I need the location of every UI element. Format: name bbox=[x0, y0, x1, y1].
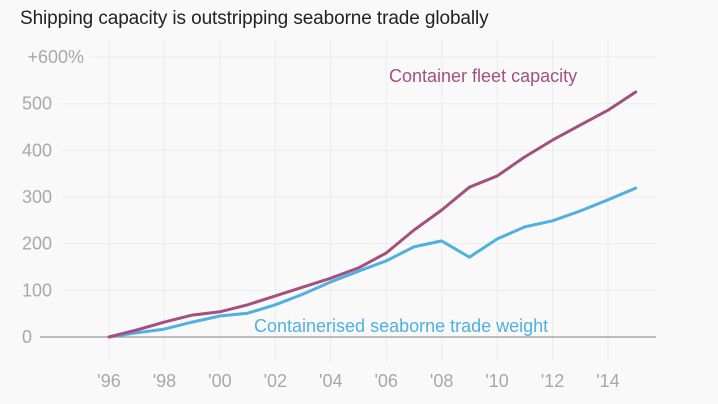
series-line-containerised-trade-weight bbox=[107, 186, 638, 339]
x-axis-ticks: '96 '98 '00 '02 '04 '06 '08 '10 '12 '14 bbox=[97, 371, 619, 391]
y-tick-label: +600% bbox=[27, 47, 84, 67]
y-tick-label: 0 bbox=[22, 327, 32, 347]
y-tick-label: 500 bbox=[22, 94, 52, 114]
x-tick-label: '14 bbox=[596, 371, 619, 391]
y-tick-label: 200 bbox=[22, 234, 52, 254]
series-line-container-fleet-capacity bbox=[107, 90, 638, 339]
x-tick-label: '96 bbox=[97, 371, 120, 391]
y-tick-label: 300 bbox=[22, 187, 52, 207]
x-tick-label: '12 bbox=[541, 371, 564, 391]
annotations: Container fleet capacity Containerised se… bbox=[254, 66, 577, 336]
x-tick-label: '06 bbox=[374, 371, 397, 391]
annotation-container-fleet-capacity: Container fleet capacity bbox=[389, 66, 577, 86]
grid bbox=[62, 40, 656, 362]
chart-title: Shipping capacity is outstripping seabor… bbox=[20, 8, 489, 29]
x-tick-label: '04 bbox=[319, 371, 342, 391]
x-tick-label: '98 bbox=[153, 371, 176, 391]
series-lines bbox=[107, 90, 638, 339]
x-tick-label: '10 bbox=[485, 371, 508, 391]
y-axis-ticks: 0 100 200 300 400 500 +600% bbox=[22, 47, 84, 347]
y-tick-label: 400 bbox=[22, 140, 52, 160]
annotation-containerised-trade-weight: Containerised seaborne trade weight bbox=[254, 316, 548, 336]
x-tick-label: '02 bbox=[264, 371, 287, 391]
y-tick-label: 100 bbox=[22, 280, 52, 300]
x-tick-label: '00 bbox=[208, 371, 231, 391]
x-tick-label: '08 bbox=[430, 371, 453, 391]
